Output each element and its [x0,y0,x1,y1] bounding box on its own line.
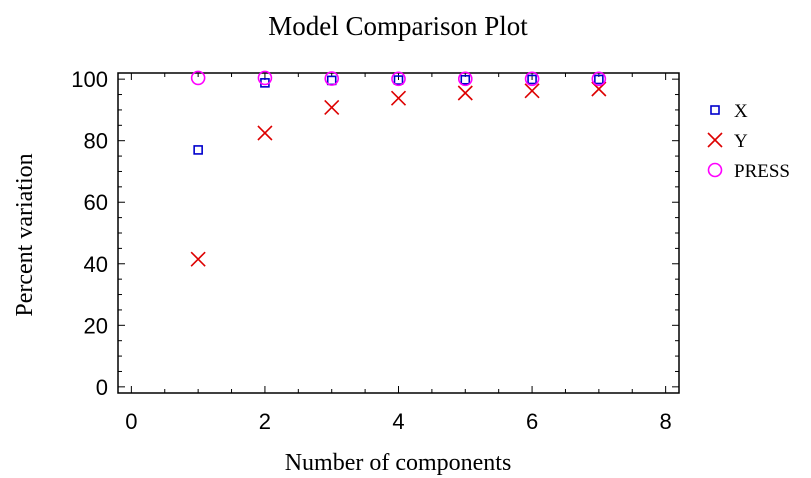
point-y-stroke [457,85,473,101]
point-x [594,74,604,85]
point-y [524,83,540,99]
x-tick-label: 4 [392,409,404,434]
y-axis-label: Percent variation [12,153,38,316]
point-press [190,70,206,86]
legend-x-label: X [734,101,748,122]
point-x [193,145,203,155]
legend: XY PRESS [707,101,790,182]
point-press [524,71,540,87]
legend-y-label: Y [734,131,748,152]
y-tick-label: 20 [84,313,108,338]
y-tick-label: 0 [96,375,108,400]
point-y-stroke [190,251,206,267]
point-x [326,75,337,86]
point-y [324,99,340,116]
legend-y-marker-stroke [707,132,723,148]
point-y [390,90,407,106]
x-tick-label: 2 [259,409,271,434]
point-y-stroke [324,99,340,116]
x-tick-label: 0 [125,409,137,434]
point-press [591,71,607,87]
point-y-stroke [257,125,273,141]
y-tick-label: 40 [84,252,108,277]
point-press [391,71,406,87]
data-points [190,70,607,267]
x-axis-label: Number of components [285,450,512,476]
legend-press-marker [707,162,723,178]
legend-press-label: PRESS [734,161,790,182]
point-x [527,74,537,85]
point-x [460,74,471,85]
legend-y-marker [707,132,723,148]
legend-x-marker [710,105,720,115]
point-y [257,125,273,141]
point-y [457,85,473,101]
y-tick-label: 60 [84,190,108,215]
y-tick-label: 80 [84,129,108,154]
point-press [257,70,273,86]
point-press [457,71,473,87]
point-press [324,71,340,86]
chart-title: Model Comparison Plot [268,11,528,41]
plot-area-frame [117,72,680,394]
point-y-stroke [524,83,540,99]
point-y [190,251,206,267]
y-tick-label: 100 [71,67,108,92]
x-tick-label: 6 [526,409,538,434]
x-tick-label: 8 [660,409,672,434]
point-y-stroke [390,90,407,106]
point-x [393,75,404,85]
point-x [260,78,270,88]
